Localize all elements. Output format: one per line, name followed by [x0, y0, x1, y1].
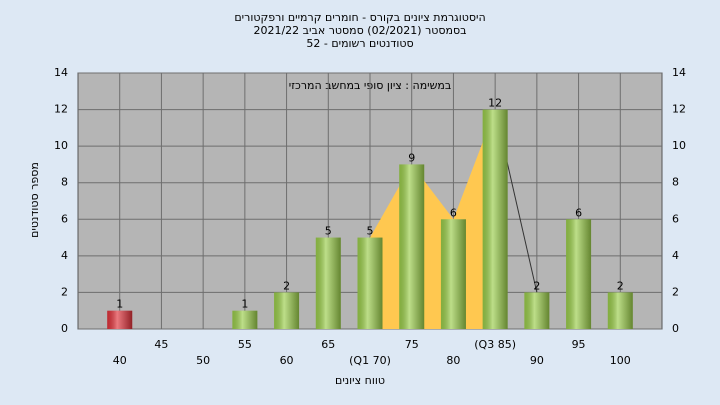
- bar-shade: [607, 292, 633, 329]
- x-tick-label: 75: [405, 338, 419, 351]
- y-tick-label: 4: [672, 249, 679, 262]
- bar-shade: [357, 237, 383, 329]
- y-tick-label: 10: [672, 139, 686, 152]
- y-tick-label: 8: [672, 176, 679, 189]
- value-label: 2: [533, 279, 540, 292]
- bar-shade: [482, 109, 508, 329]
- y-tick-label: 2: [61, 285, 68, 298]
- x-tick-label: 90: [530, 354, 544, 367]
- x-tick-label: (Q3 85): [474, 338, 516, 351]
- y-tick-label: 12: [54, 103, 68, 116]
- y-tick-label: 12: [672, 103, 686, 116]
- value-label: 6: [575, 206, 582, 219]
- y-tick-label: 14: [672, 66, 686, 79]
- x-tick-label: 40: [113, 354, 127, 367]
- y-tick-label: 0: [672, 322, 679, 335]
- x-axis-label: טווח ציונים: [335, 374, 385, 387]
- value-label: 12: [488, 97, 502, 110]
- value-label: 2: [283, 279, 290, 292]
- value-label: 5: [325, 225, 332, 238]
- x-tick-label: 45: [154, 338, 168, 351]
- bar-shade: [274, 292, 300, 329]
- x-tick-label: 60: [280, 354, 294, 367]
- bar-shade: [440, 219, 466, 329]
- chart-title: היסטוגרמת ציונים בקורס - חומרים קרמיים ו…: [234, 11, 485, 24]
- y-tick-label: 6: [61, 212, 68, 225]
- x-tick-label: 100: [610, 354, 631, 367]
- value-label: 2: [617, 279, 624, 292]
- value-label: 1: [241, 298, 248, 311]
- value-label: 9: [408, 151, 415, 164]
- bar-shade: [107, 310, 133, 329]
- x-tick-label: 65: [321, 338, 335, 351]
- y-tick-label: 2: [672, 285, 679, 298]
- x-tick-label: 95: [572, 338, 586, 351]
- chart-subtitle: בסמסטר (02/2021) סמסטר אביב 2021/22: [253, 24, 466, 37]
- x-tick-label: (Q1 70): [349, 354, 391, 367]
- x-tick-label: 80: [446, 354, 460, 367]
- bar-shade: [399, 164, 425, 329]
- x-tick-label: 55: [238, 338, 252, 351]
- y-tick-label: 4: [61, 249, 68, 262]
- value-label: 6: [450, 206, 457, 219]
- bar-shade: [566, 219, 592, 329]
- y-axis-label: מספר סטודנטים: [28, 162, 41, 238]
- y-tick-label: 14: [54, 66, 68, 79]
- value-label: 5: [367, 225, 374, 238]
- y-tick-label: 10: [54, 139, 68, 152]
- y-tick-label: 8: [61, 176, 68, 189]
- bar-shade: [315, 237, 341, 329]
- bar-shade: [232, 310, 258, 329]
- chart-subtitle: סטודנטים רשומים - 52: [306, 37, 413, 50]
- y-tick-label: 0: [61, 322, 68, 335]
- y-tick-label: 6: [672, 212, 679, 225]
- value-label: 1: [116, 298, 123, 311]
- bar-shade: [524, 292, 550, 329]
- x-tick-label: 50: [196, 354, 210, 367]
